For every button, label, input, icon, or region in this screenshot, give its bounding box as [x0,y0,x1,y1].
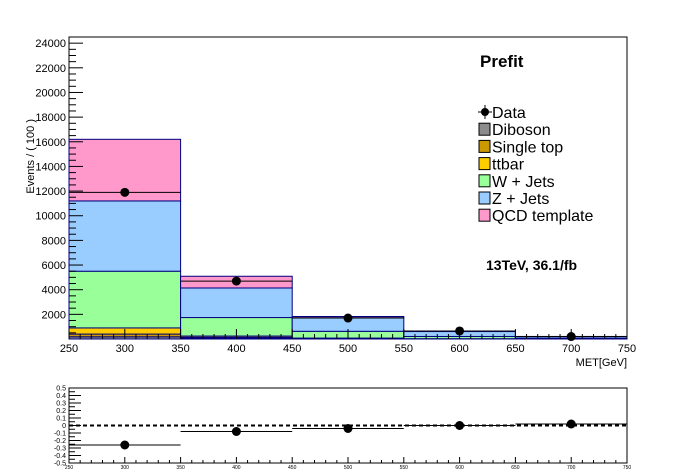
plot-title: Prefit [480,52,524,71]
ratio-plot: -0.5-0.4-0.3-0.2-0.100.10.20.30.40.5 250 3… [54,386,631,472]
ratio-y-tick-label-5: 0 [62,423,66,430]
legend-label-1: Single top [492,139,563,156]
y-tick-label-3: 8000 [42,235,66,247]
ratio-x-tick-label-1: 300 [121,465,130,471]
x-tick-label-10: 750 [618,343,636,355]
ratio-x-tick-label-9: 700 [567,465,576,471]
y-tick-label-2: 6000 [42,260,66,272]
x-tick-label-0: 250 [60,343,78,355]
x-tick-label-8: 650 [506,343,524,355]
main-plot: 2000 4000 6000 8000 10000 12000 14000 16000 1800… [25,36,636,369]
legend-label-5: QCD template [492,208,593,225]
x-tick-label-9: 700 [562,343,580,355]
ratio-y-tick-label-1: -0.4 [54,453,66,460]
ratio-point-3 [455,421,465,430]
y-axis-title: Events / ( 100 ) [25,119,37,194]
legend-label-data: Data [492,105,526,122]
data-point-1 [231,276,241,286]
ratio-point-1 [231,427,241,436]
ratio-x-tick-label-10: 750 [623,465,632,471]
ratio-y-tick-label-4: -0.1 [54,431,66,438]
y-tick-label-11: 24000 [35,38,66,50]
y-tick-label-10: 22000 [35,63,66,75]
legend-swatch-4 [478,191,491,205]
legend-swatch-3 [478,174,491,188]
lumi-annotation: 13TeV, 36.1/fb [486,257,577,273]
y-tick-label-0: 2000 [42,309,66,321]
y-tick-label-4: 10000 [35,211,66,223]
x-tick-label-6: 550 [395,343,413,355]
data-point-0 [120,187,130,197]
legend-swatch-0 [478,122,491,136]
ratio-x-tick-label-8: 650 [511,465,520,471]
ratio-point-4 [566,419,576,429]
ratio-point-2 [343,424,353,433]
x-axis-title: MET[GeV] [576,357,627,369]
legend-label-0: Diboson [492,122,551,139]
legend-label-4: Z + Jets [492,191,549,208]
bar-w-jets-bin-0 [68,270,182,329]
y-tick-label-7: 16000 [35,137,66,149]
legend-swatch-2 [478,157,491,171]
x-tick-label-1: 300 [116,343,134,355]
legend-label-3: W + Jets [492,174,555,191]
x-tick-label-3: 400 [227,343,245,355]
ratio-x-tick-label-5: 500 [344,465,353,471]
ratio-y-tick-label-0: -0.5 [54,461,66,468]
y-tick-label-6: 14000 [35,161,66,173]
ratio-x-tick-label-0: 250 [65,465,74,471]
ratio-y-tick-label-3: -0.2 [54,438,66,445]
ratio-x-tick-label-7: 600 [455,465,464,471]
y-tick-label-1: 4000 [42,285,66,297]
bar-z-jets-bin-0 [68,200,182,272]
ratio-point-0 [120,440,130,450]
legend-swatch-1 [478,139,491,153]
ratio-y-tick-label-10: 0.5 [56,386,66,393]
x-tick-label-4: 450 [283,343,301,355]
ratio-x-tick-label-6: 550 [400,465,409,471]
y-tick-label-5: 12000 [35,186,66,198]
legend-swatch-5 [478,208,491,222]
x-tick-label-7: 600 [450,343,468,355]
ratio-y-tick-label-7: 0.2 [56,408,66,415]
ratio-y-tick-label-2: -0.3 [54,446,66,453]
ratio-x-tick-label-4: 450 [288,465,297,471]
ratio-x-tick-label-3: 400 [232,465,241,471]
data-point-2 [343,313,353,323]
bar-z-jets-bin-1 [180,287,293,319]
x-tick-label-2: 350 [171,343,189,355]
y-tick-label-8: 18000 [35,112,66,124]
legend-label-2: ttbar [492,157,525,174]
ratio-y-tick-label-8: 0.3 [56,401,66,408]
ratio-y-tick-label-9: 0.4 [56,393,66,400]
ratio-x-tick-label-2: 350 [176,465,185,471]
ratio-y-tick-label-6: 0.1 [56,416,66,423]
x-tick-label-5: 500 [339,343,357,355]
legend-data-marker [481,108,489,116]
y-tick-label-9: 20000 [35,87,66,99]
